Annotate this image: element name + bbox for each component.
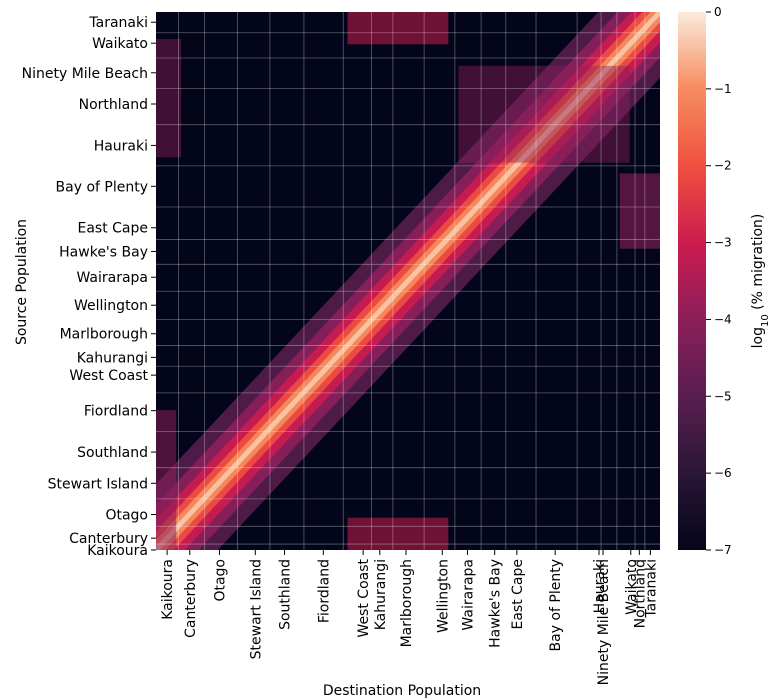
colorbar-label-sub: 10 <box>760 314 771 327</box>
y-tick-label: Bay of Plenty <box>56 179 148 195</box>
y-tick-label: Waikato <box>92 36 148 52</box>
y-tick-label: Stewart Island <box>48 476 148 492</box>
x-tick-label: Wellington <box>435 559 451 633</box>
grid-lines <box>156 12 660 550</box>
x-tick-label: Hauraki <box>592 559 608 613</box>
x-axis-label: Destination Population <box>323 683 481 699</box>
y-tick-label: Northland <box>79 97 148 113</box>
offdiag-block-1 <box>347 517 449 550</box>
offdiag-block-0 <box>347 12 449 45</box>
x-tick-label: East Cape <box>510 559 526 630</box>
migration-band <box>156 12 660 550</box>
y-tick-label: Marlborough <box>60 327 148 343</box>
x-tick-label: Southland <box>278 559 294 630</box>
offdiag-block-3 <box>619 173 660 249</box>
y-axis-label: Source Population <box>14 219 30 345</box>
x-tick-label: Otago <box>213 559 229 602</box>
colorbar-tick-label: −1 <box>714 82 732 96</box>
colorbar-tick-label: −3 <box>714 236 732 250</box>
x-tick-label: Stewart Island <box>248 559 264 659</box>
y-tick-label: East Cape <box>77 221 148 237</box>
x-tick-label: Kahurangi <box>373 559 389 630</box>
colorbar-tick-label: −6 <box>714 466 732 480</box>
x-tick-label: Canterbury <box>183 559 199 638</box>
y-tick-label: Kaikoura <box>87 543 148 559</box>
y-tick-label: Otago <box>105 507 148 523</box>
colorbar-tick-label: −7 <box>714 543 732 557</box>
colorbar-label-rest: (% migration) <box>750 214 766 315</box>
band-layer-5 <box>156 12 660 550</box>
colorbar-label-log: log <box>750 327 766 348</box>
y-tick-label: Hauraki <box>94 138 148 154</box>
y-tick-label: Ninety Mile Beach <box>22 66 148 82</box>
x-tick-label: Ninety Mile Beach <box>596 559 612 685</box>
heatmap-area <box>156 12 660 550</box>
offdiag-block-2 <box>156 410 177 550</box>
x-axis-ticks: Kaikoura Canterbury Otago Stewart Island Sou… <box>160 550 659 685</box>
offdiag-block-5 <box>156 38 182 158</box>
colorbar-ticks: 0 −1 −2 −3 −4 −5 −6 −7 <box>706 5 732 557</box>
x-tick-label: Marlborough <box>399 559 415 647</box>
y-tick-label: Kahurangi <box>77 350 148 366</box>
y-tick-label: Fiordland <box>84 404 148 420</box>
x-tick-label: Waikato <box>624 559 640 615</box>
x-tick-label: Fiordland <box>316 559 332 623</box>
colorbar <box>678 12 706 550</box>
y-tick-label: Canterbury <box>69 531 148 547</box>
offdiag-block-4 <box>458 65 630 163</box>
colorbar-tick-label: −2 <box>714 159 732 173</box>
x-tick-label: Hawke's Bay <box>488 559 504 648</box>
x-tick-label: Northland <box>632 559 648 628</box>
y-tick-label: Taranaki <box>88 15 148 31</box>
x-tick-label: Taranaki <box>643 559 659 619</box>
x-tick-label: West Coast <box>356 558 372 637</box>
colorbar-tick-label: −4 <box>714 312 732 326</box>
y-tick-label: Wellington <box>74 298 148 314</box>
colorbar-tick-label: −5 <box>714 389 732 403</box>
colorbar-label: log10 (% migration) <box>750 214 771 349</box>
x-tick-label: Bay of Plenty <box>548 559 564 651</box>
y-tick-label: Wairarapa <box>76 270 148 286</box>
colorbar-tick-label: 0 <box>714 5 722 19</box>
y-tick-label: Hawke's Bay <box>59 244 148 260</box>
y-tick-label: Southland <box>77 445 148 461</box>
y-axis-ticks: Taranaki Waikato Ninety Mile Beach Northlan… <box>22 15 156 559</box>
x-tick-label: Wairarapa <box>460 559 476 631</box>
y-tick-label: West Coast <box>69 368 148 384</box>
x-tick-label: Kaikoura <box>160 559 176 620</box>
